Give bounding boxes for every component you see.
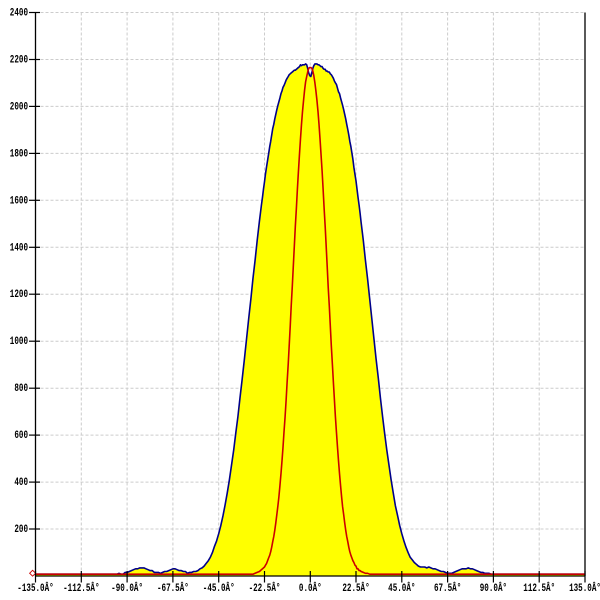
svg-text:1400: 1400 bbox=[10, 241, 28, 254]
svg-text:-135.0Â°: -135.0Â° bbox=[17, 582, 53, 595]
svg-text:1600: 1600 bbox=[10, 194, 28, 207]
svg-text:800: 800 bbox=[14, 382, 28, 395]
svg-text:-22.5Â°: -22.5Â° bbox=[249, 582, 281, 595]
svg-text:-45.0Â°: -45.0Â° bbox=[203, 582, 235, 595]
svg-text:-112.5Â°: -112.5Â° bbox=[63, 582, 99, 595]
svg-text:112.5Â°: 112.5Â° bbox=[523, 582, 555, 595]
svg-text:1800: 1800 bbox=[10, 147, 28, 160]
svg-text:2000: 2000 bbox=[10, 100, 28, 113]
svg-text:600: 600 bbox=[14, 429, 28, 442]
svg-text:2200: 2200 bbox=[10, 53, 28, 66]
svg-text:-90.0Â°: -90.0Â° bbox=[111, 582, 143, 595]
svg-text:90.0Â°: 90.0Â° bbox=[480, 582, 507, 595]
svg-text:400: 400 bbox=[14, 476, 28, 489]
svg-text:135.0Â°: 135.0Â° bbox=[569, 582, 600, 595]
svg-text:-67.5Â°: -67.5Â° bbox=[157, 582, 189, 595]
svg-text:1200: 1200 bbox=[10, 288, 28, 301]
svg-text:67.5Â°: 67.5Â° bbox=[434, 582, 461, 595]
svg-text:22.5Â°: 22.5Â° bbox=[342, 582, 369, 595]
svg-text:2400: 2400 bbox=[10, 6, 28, 19]
svg-text:45.0Â°: 45.0Â° bbox=[388, 582, 415, 595]
svg-text:200: 200 bbox=[14, 523, 28, 536]
svg-text:0.0Â°: 0.0Â° bbox=[299, 582, 322, 595]
svg-text:1000: 1000 bbox=[10, 335, 28, 348]
